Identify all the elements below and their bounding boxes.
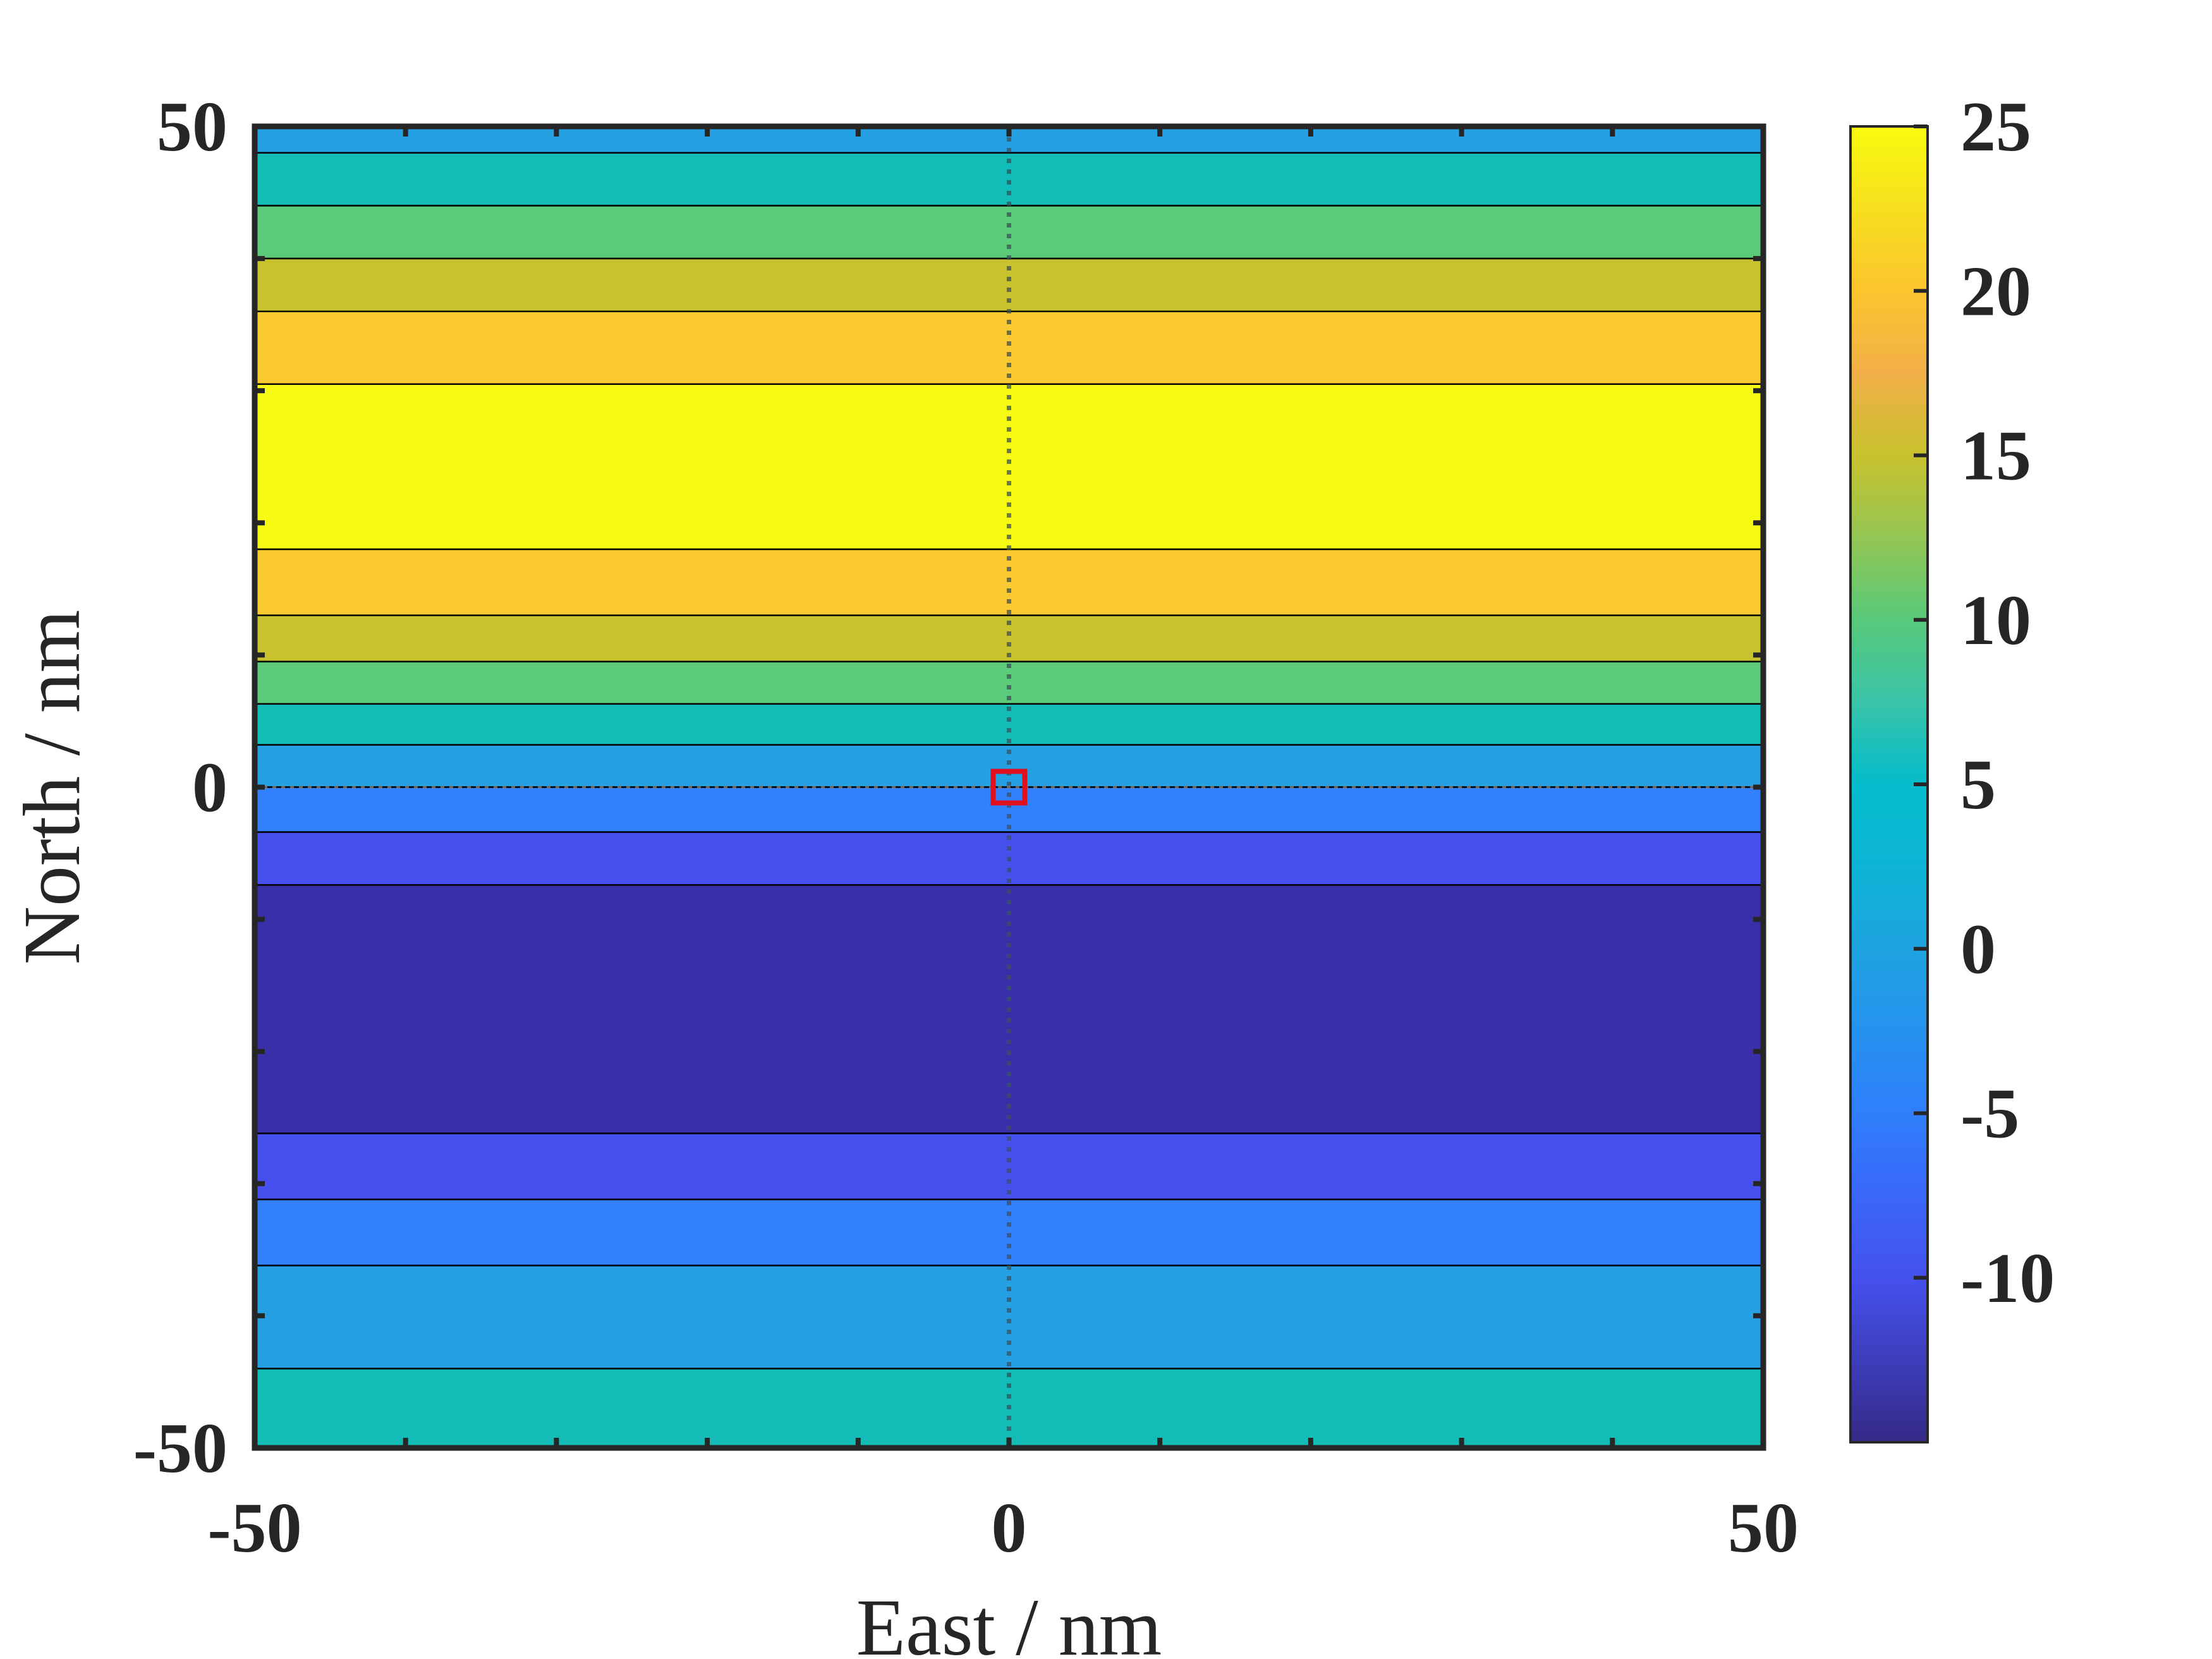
reference-lines	[255, 126, 1763, 1448]
colorbar-tick-label: 25	[1960, 88, 2031, 166]
heatmap-band-5	[253, 383, 1765, 550]
axis-ticks	[252, 124, 1766, 1450]
y-tick-label: 0	[192, 749, 228, 827]
x-tick-label: 0	[992, 1489, 1027, 1567]
colorbar-tick-label: 20	[1960, 252, 2031, 331]
x-tick-label: -50	[207, 1489, 301, 1567]
colorbar-tick-label: -5	[1960, 1075, 2019, 1153]
y-axis-title: North / nm	[7, 610, 97, 965]
colorbar-tick-label: 15	[1960, 417, 2031, 495]
heatmap-band-13	[253, 884, 1765, 1134]
colorbar: -10 -5 0 5 10 15 20 25	[1849, 88, 2055, 1443]
heatmap-band-14	[253, 1133, 1765, 1201]
x-axis-title: East / nm	[856, 1583, 1162, 1659]
colorbar-tick-label: 5	[1960, 746, 1996, 824]
heatmap-bands	[253, 125, 1765, 1449]
axis-labels: -50 0 50 -50 0 50 East / nm North / nm	[7, 88, 1799, 1659]
x-tick-label: 50	[1728, 1489, 1799, 1567]
origin-marker-layer	[990, 769, 1028, 806]
y-tick-label: 50	[157, 88, 228, 166]
colorbar-tick-label: 0	[1960, 910, 1996, 988]
y-tick-label: -50	[133, 1409, 228, 1488]
origin-marker	[990, 769, 1028, 806]
colorbar-tick-label: -10	[1960, 1239, 2055, 1318]
colorbar-tick-label: 10	[1960, 581, 2031, 660]
